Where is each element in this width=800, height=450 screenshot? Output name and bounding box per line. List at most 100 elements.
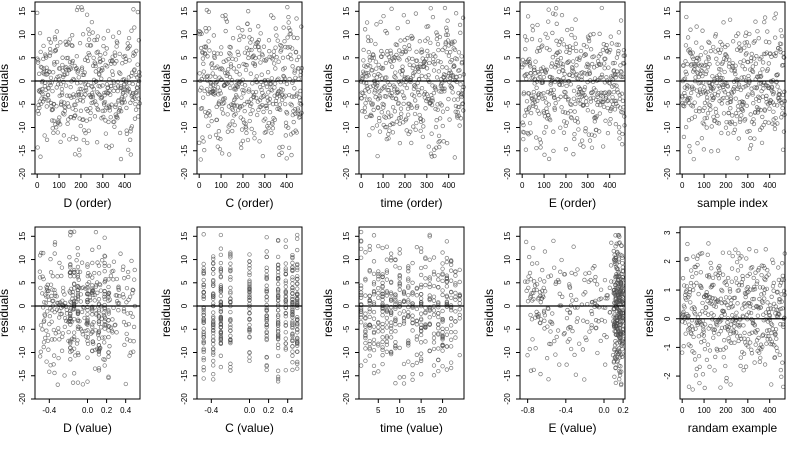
data-point (746, 344, 751, 349)
x-tick-label: 0.2 (101, 406, 113, 415)
data-point (285, 5, 290, 10)
data-point (731, 86, 736, 92)
data-point (709, 266, 714, 271)
data-point (438, 116, 443, 121)
data-point (371, 280, 377, 285)
y-tick-label: -10 (503, 346, 512, 358)
data-point (118, 251, 123, 256)
data-point (681, 344, 686, 349)
data-point (80, 332, 85, 337)
data-point (711, 313, 716, 318)
data-point (115, 115, 120, 121)
data-point (713, 354, 718, 360)
data-point (541, 74, 546, 80)
data-point (278, 42, 283, 48)
y-tick-label: -10 (18, 121, 27, 133)
data-point (612, 60, 617, 66)
data-point (704, 59, 709, 64)
data-point (83, 130, 88, 136)
data-point (52, 62, 57, 67)
data-point (568, 293, 574, 298)
data-point (564, 44, 570, 50)
data-point (236, 25, 241, 31)
data-point (359, 90, 364, 95)
data-point (49, 319, 54, 324)
data-point (393, 381, 398, 386)
data-point (434, 36, 440, 42)
data-point (264, 235, 269, 240)
data-point (371, 55, 377, 60)
data-point (767, 317, 772, 322)
data-point (200, 135, 205, 140)
data-point (717, 263, 722, 269)
data-point (248, 111, 253, 117)
data-point (211, 33, 216, 38)
data-point (275, 254, 281, 260)
data-point (444, 28, 450, 33)
data-point (743, 304, 748, 309)
data-point (73, 353, 78, 358)
data-point (419, 50, 424, 55)
data-point (101, 312, 107, 318)
data-point (113, 104, 118, 110)
data-point (620, 98, 625, 103)
data-point (388, 292, 394, 297)
data-point (211, 254, 216, 259)
data-point (568, 114, 574, 120)
data-point (218, 252, 224, 258)
data-point (457, 352, 462, 358)
data-point (571, 88, 577, 94)
data-point (376, 274, 381, 279)
data-point (43, 335, 48, 341)
data-point (601, 104, 607, 109)
data-point (269, 130, 274, 136)
data-point (457, 267, 462, 273)
data-point (419, 47, 424, 52)
data-point (401, 381, 407, 386)
data-point (440, 292, 445, 298)
data-point (760, 60, 766, 65)
data-point (738, 117, 743, 122)
data-point (711, 114, 716, 120)
data-point (549, 61, 555, 66)
data-point (81, 304, 86, 310)
data-point (59, 348, 65, 353)
data-point (697, 380, 702, 386)
data-point (694, 24, 699, 29)
data-point (63, 64, 68, 70)
data-point (404, 116, 409, 121)
data-point (256, 37, 262, 43)
data-point (75, 98, 80, 103)
data-point (283, 323, 288, 328)
data-point (741, 368, 746, 373)
data-point (197, 140, 202, 145)
data-point (562, 272, 568, 277)
data-point (123, 93, 128, 98)
data-point (711, 335, 716, 340)
data-point (376, 271, 381, 277)
data-point (761, 263, 766, 269)
data-point (546, 377, 551, 382)
data-point (275, 323, 281, 328)
data-point (79, 67, 84, 72)
data-point (245, 21, 250, 26)
data-point (406, 269, 411, 274)
data-point (112, 124, 117, 129)
data-point (732, 340, 737, 345)
data-point (115, 79, 121, 84)
data-point (546, 7, 551, 12)
data-point (720, 272, 726, 277)
data-point (613, 354, 618, 360)
data-point (102, 292, 107, 297)
data-point (397, 276, 402, 281)
data-point (757, 296, 762, 302)
data-point (741, 58, 747, 63)
data-point (121, 295, 126, 300)
data-point (541, 294, 546, 300)
y-tick-label: -5 (18, 325, 27, 333)
data-point (133, 101, 138, 107)
data-point (752, 286, 758, 292)
data-point (725, 275, 731, 281)
data-point (228, 62, 234, 67)
data-point (713, 321, 719, 327)
